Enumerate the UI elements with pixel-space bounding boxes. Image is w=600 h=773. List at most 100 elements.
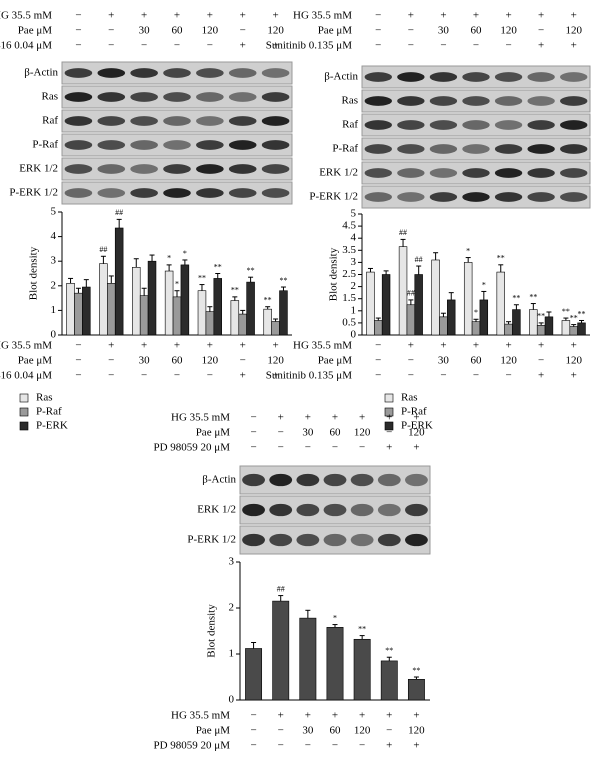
blot-band [296, 473, 320, 487]
treatment-mark: + [440, 10, 446, 22]
treatment-mark: − [386, 725, 392, 737]
treatment-mark: + [141, 340, 147, 352]
significance: ** [578, 309, 586, 318]
treatment-mark: − [505, 370, 511, 382]
blot-label: β-Actin [324, 71, 358, 83]
treatment-mark: 120 [408, 427, 425, 439]
blot-band [560, 192, 588, 202]
blot-band [163, 188, 191, 198]
treatment-mark: 30 [302, 725, 314, 737]
treatment-mark: − [332, 442, 338, 454]
blot-band [269, 473, 293, 487]
y-tick-label: 2 [351, 280, 357, 292]
blot-band [163, 116, 191, 126]
treatment-mark: + [108, 10, 114, 22]
treatment-mark: 30 [438, 355, 450, 367]
treatment-mark: − [75, 40, 81, 52]
bar [197, 290, 207, 336]
bar [82, 286, 91, 336]
treatment-mark: + [174, 10, 180, 22]
blot-band [397, 72, 425, 82]
blot-band [429, 120, 458, 130]
blot-band [462, 192, 490, 202]
treatment-mark: − [250, 710, 256, 722]
treatment-mark: 30 [438, 25, 450, 37]
treatment-mark: + [440, 340, 446, 352]
y-axis-label: Blot density [328, 247, 340, 301]
treatment-mark: + [473, 10, 479, 22]
treatment-mark: 60 [471, 25, 483, 37]
bar [271, 321, 280, 336]
blot-band [64, 116, 93, 126]
blot-band [261, 164, 290, 174]
treatment-mark: + [408, 10, 414, 22]
treatment-mark: − [408, 370, 414, 382]
treatment-mark: − [278, 740, 284, 752]
significance: * [482, 280, 486, 289]
blot-band [527, 72, 555, 82]
y-tick-label: 5 [351, 208, 357, 220]
blot-band [242, 503, 265, 517]
blot-band [64, 188, 93, 198]
blot-band [269, 503, 293, 517]
blot-label: P-ERK 1/2 [309, 191, 358, 203]
treatment-mark: − [505, 40, 511, 52]
treatment-label: Pae μM [18, 25, 53, 37]
treatment-mark: 120 [354, 427, 371, 439]
blot-band [228, 140, 257, 150]
significance: ** [412, 666, 420, 675]
treatment-mark: − [174, 40, 180, 52]
treatment-mark: − [141, 370, 147, 382]
treatment-mark: + [305, 710, 311, 722]
legend-label: P-Raf [36, 406, 62, 418]
blot-band [261, 188, 290, 198]
treatment-mark: − [440, 40, 446, 52]
y-tick-label: 2 [51, 279, 57, 291]
treatment-mark: 30 [139, 355, 151, 367]
significance: ** [214, 262, 222, 271]
significance: * [474, 308, 478, 317]
treatment-mark: + [359, 412, 365, 424]
blot-band [261, 68, 290, 78]
bar [66, 283, 75, 336]
treatment-mark: + [538, 40, 544, 52]
treatment-mark: + [207, 10, 213, 22]
y-tick-label: 4 [51, 230, 57, 242]
treatment-mark: + [413, 740, 419, 752]
treatment-mark: − [108, 40, 114, 52]
blot-band [405, 473, 428, 487]
blot-band [130, 188, 158, 198]
blot-band [269, 533, 293, 547]
treatment-mark: − [207, 40, 213, 52]
treatment-mark: 120 [202, 25, 219, 37]
treatment-mark: + [505, 10, 511, 22]
blot-band [560, 168, 588, 178]
significance: ## [407, 289, 415, 298]
significance: * [466, 246, 470, 255]
treatment-mark: − [250, 740, 256, 752]
treatment-mark: + [386, 442, 392, 454]
treatment-mark: 120 [202, 355, 219, 367]
treatment-mark: 120 [267, 25, 284, 37]
blot-label: P-ERK 1/2 [9, 187, 58, 199]
blot-band [397, 168, 425, 178]
y-tick-label: 3 [51, 255, 57, 267]
blot-band [462, 96, 490, 106]
blot-band [196, 164, 224, 174]
bar [353, 638, 371, 701]
treatment-mark: + [272, 10, 278, 22]
treatment-mark: − [440, 370, 446, 382]
legend-swatch [384, 407, 394, 417]
y-tick-label: 4.5 [342, 220, 356, 232]
blot-band [196, 68, 224, 78]
blot-band [560, 96, 588, 106]
bar [180, 264, 190, 336]
treatment-mark: 30 [139, 25, 151, 37]
blot-band [350, 533, 374, 547]
treatment-mark: − [108, 355, 114, 367]
treatment-mark: − [408, 25, 414, 37]
bar [504, 323, 513, 336]
blot-band [364, 144, 392, 154]
bar [447, 299, 456, 336]
y-tick-label: 4 [351, 232, 357, 244]
